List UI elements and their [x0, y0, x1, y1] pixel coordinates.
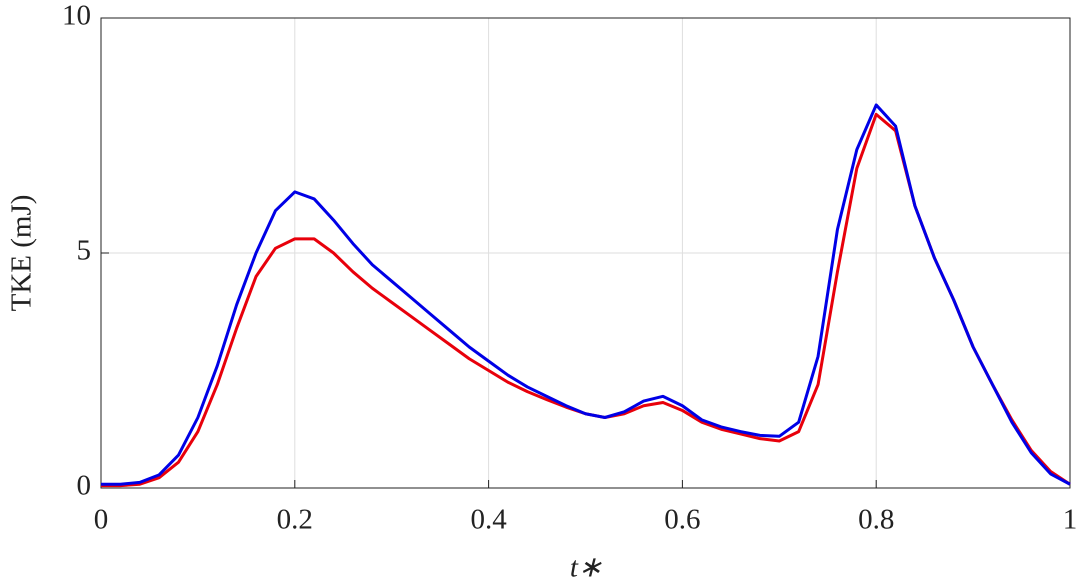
x-tick-label: 0 — [94, 504, 109, 536]
y-axis-label: TKE (mJ) — [6, 195, 38, 312]
x-axis-label: t∗ — [570, 552, 602, 584]
x-tick-label: 1 — [1063, 504, 1078, 536]
line-series — [101, 103, 1071, 486]
x-tick-label: 0.2 — [277, 504, 313, 536]
line-series — [101, 112, 1071, 488]
plot-frame — [100, 17, 1071, 489]
y-tick-label: 5 — [77, 235, 92, 267]
x-tick-label: 0.8 — [858, 504, 894, 536]
x-tick-label: 0.6 — [664, 504, 700, 536]
x-tick-label: 0.4 — [470, 504, 507, 536]
y-tick-label: 0 — [77, 470, 92, 502]
y-tick-label: 10 — [62, 0, 91, 32]
